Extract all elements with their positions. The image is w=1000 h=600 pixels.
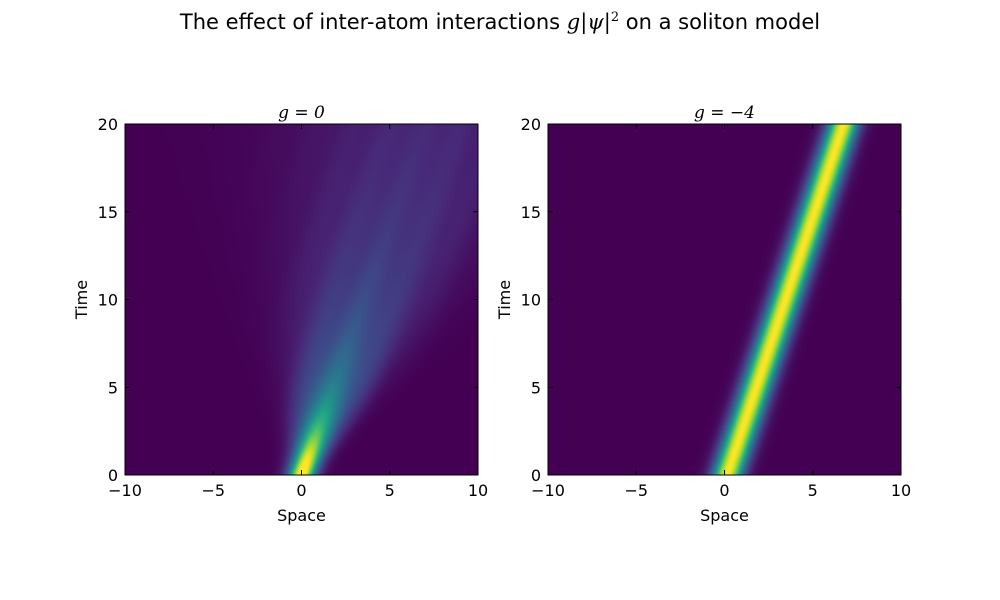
figure-title: The effect of inter-atom interactions g|… (0, 10, 1000, 34)
figure-title-exponent: 2 (610, 10, 620, 25)
x-tick-label: −10 (531, 481, 565, 500)
y-tick-label: 10 (98, 291, 118, 310)
y-tick-label: 5 (531, 378, 541, 397)
y-axis-label: Time (495, 280, 514, 320)
figure-title-suffix: on a soliton model (619, 10, 821, 34)
subplot-title: g = 0 (278, 103, 325, 123)
figure-title-math-body: g|ψ| (566, 10, 611, 34)
y-tick-label: 20 (521, 115, 541, 134)
x-tick-label: −5 (624, 481, 648, 500)
y-axis-label: Time (72, 280, 91, 320)
heatmap-image (125, 124, 478, 475)
subplot-2: −10 −5 0 5 10 0 5 10 15 20 g = −4 Space Time (495, 103, 911, 525)
y-tick-label: 15 (98, 203, 118, 222)
y-tick-label: 0 (108, 466, 118, 485)
x-axis-label: Space (700, 506, 749, 525)
subplot-1: −10 −5 0 5 10 0 5 10 15 20 g = 0 Space Time (72, 103, 488, 525)
heatmap-image (548, 124, 901, 475)
x-tick-label: 0 (719, 481, 729, 500)
x-tick-label: −5 (201, 481, 225, 500)
figure-title-prefix: The effect of inter-atom interactions (179, 10, 567, 34)
x-tick-label: 5 (385, 481, 395, 500)
x-tick-label: 10 (468, 481, 488, 500)
x-tick-label: 5 (808, 481, 818, 500)
y-tick-label: 5 (108, 378, 118, 397)
x-tick-label: 0 (296, 481, 306, 500)
x-tick-label: −10 (108, 481, 142, 500)
y-tick-label: 15 (521, 203, 541, 222)
figure-title-math: g|ψ|2 (567, 10, 619, 34)
x-axis-label: Space (277, 506, 326, 525)
x-tick-label: 10 (891, 481, 911, 500)
subplot-title: g = −4 (694, 103, 755, 123)
y-tick-label: 20 (98, 115, 118, 134)
y-tick-label: 0 (531, 466, 541, 485)
y-tick-label: 10 (521, 291, 541, 310)
